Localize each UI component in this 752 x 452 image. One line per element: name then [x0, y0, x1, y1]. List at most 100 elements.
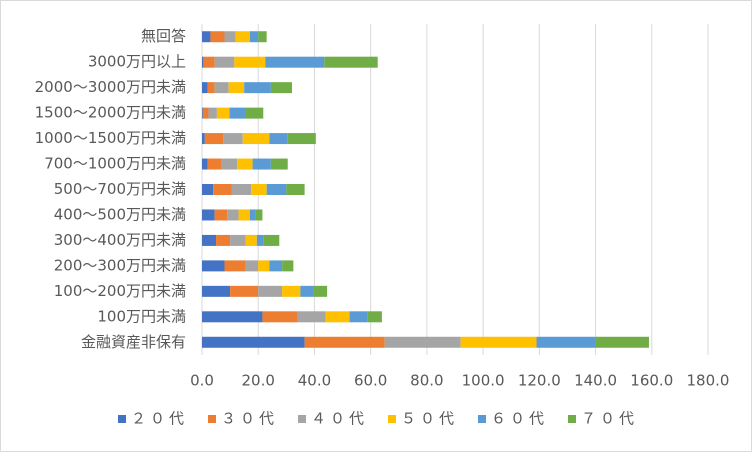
bar-segment	[269, 260, 283, 272]
legend-swatch	[208, 415, 216, 423]
bar-segment	[595, 336, 649, 348]
bar-segment	[258, 31, 267, 43]
bar-segment	[245, 260, 259, 272]
bar-segment	[202, 82, 208, 94]
bar-segment	[229, 107, 246, 119]
bar-segment	[202, 311, 263, 323]
y-tick-label: 400～500万円未満	[54, 205, 186, 223]
bar-segment	[325, 311, 350, 323]
y-tick-label: 2000～3000万円未満	[35, 78, 186, 96]
bar-segment	[287, 133, 316, 145]
bar-segment	[282, 260, 294, 272]
x-tick-label: 80.0	[410, 372, 443, 390]
bar-segment	[536, 336, 596, 348]
legend-swatch	[568, 415, 576, 423]
bar-segment	[216, 234, 231, 246]
x-tick-label: 180.0	[687, 372, 730, 390]
y-tick-label: 3000万円以上	[88, 53, 186, 71]
bar-segment	[202, 260, 225, 272]
bar-segment	[227, 209, 239, 221]
bar-segment	[216, 107, 230, 119]
y-tick-label: 200～300万円未満	[54, 256, 186, 274]
bar-segment	[263, 234, 280, 246]
legend-label: ４０代	[311, 410, 368, 428]
bar-segment	[207, 82, 215, 94]
bar-segment	[238, 209, 250, 221]
bar-segment	[258, 285, 283, 297]
bar-segment	[203, 56, 215, 68]
bar-segment	[304, 336, 385, 348]
legend-label: ３０代	[221, 410, 278, 428]
bar-segment	[202, 184, 214, 195]
bar-segment	[214, 82, 229, 94]
y-tick-label: 300～400万円未満	[54, 231, 186, 249]
bar-segment	[213, 184, 232, 195]
bar-segment	[249, 31, 259, 43]
bar-segment	[349, 311, 368, 323]
bar-segment	[224, 31, 236, 43]
y-tick-label: 1500～2000万円未満	[35, 104, 186, 122]
bar-segment	[202, 107, 203, 119]
bar-segment	[224, 260, 246, 272]
legend-swatch	[478, 415, 486, 423]
bar-segment	[202, 234, 217, 246]
bar-segment	[208, 107, 217, 119]
y-tick-label: 500～700万円未満	[54, 180, 186, 198]
bar-segment	[300, 285, 314, 297]
bar-segment	[270, 158, 288, 170]
bar-segment	[202, 31, 211, 43]
bar-segment	[297, 311, 326, 323]
x-tick-label: 0.0	[190, 372, 214, 390]
legend-label: ６０代	[491, 410, 548, 428]
y-tick-label: 無回答	[141, 27, 186, 45]
bar-segment	[214, 209, 228, 221]
bar-segment	[207, 158, 222, 170]
bar-segment	[262, 311, 298, 323]
y-tick-label: 700～1000万円未満	[44, 155, 186, 173]
bar-segment	[245, 234, 257, 246]
bar-segment	[223, 133, 243, 145]
bar-segment	[460, 336, 537, 348]
bar-segment	[266, 184, 287, 195]
bar-segment	[270, 82, 292, 94]
legend-label: ７０代	[581, 410, 638, 428]
x-tick-label: 160.0	[630, 372, 673, 390]
bar-segment	[214, 56, 235, 68]
bar-segment	[202, 107, 209, 119]
bar-segment	[242, 133, 270, 145]
bar-segment	[237, 158, 253, 170]
bar-segment	[230, 285, 259, 297]
bar-segment	[202, 158, 208, 170]
bar-segment	[244, 82, 271, 94]
bar-segment	[256, 234, 264, 246]
bar-segment	[282, 285, 301, 297]
bar-segment	[252, 158, 271, 170]
bar-segment	[286, 184, 305, 195]
bar-segment	[230, 234, 246, 246]
x-tick-label: 120.0	[518, 372, 561, 390]
bar-segment	[231, 184, 252, 195]
x-tick-label: 100.0	[462, 372, 505, 390]
bar-segment	[202, 285, 231, 297]
bar-segment	[202, 209, 215, 221]
bar-segment	[313, 285, 328, 297]
y-tick-label: 金融資産非保有	[81, 333, 186, 351]
bar-segment	[228, 82, 245, 94]
bar-segment	[234, 56, 266, 68]
y-tick-label: 100万円未満	[97, 307, 186, 325]
y-tick-label: 100～200万円未満	[54, 282, 186, 300]
bar-segment	[202, 56, 204, 68]
x-tick-label: 140.0	[574, 372, 617, 390]
bar-segment	[384, 336, 461, 348]
bar-segment	[249, 209, 256, 221]
bar-segment	[245, 107, 264, 119]
bar-segment	[202, 336, 305, 348]
bar-segment	[202, 133, 205, 145]
x-tick-label: 60.0	[354, 372, 387, 390]
bar-segment	[367, 311, 382, 323]
bar-segment	[235, 31, 250, 43]
legend-swatch	[298, 415, 306, 423]
x-tick-label: 20.0	[242, 372, 275, 390]
